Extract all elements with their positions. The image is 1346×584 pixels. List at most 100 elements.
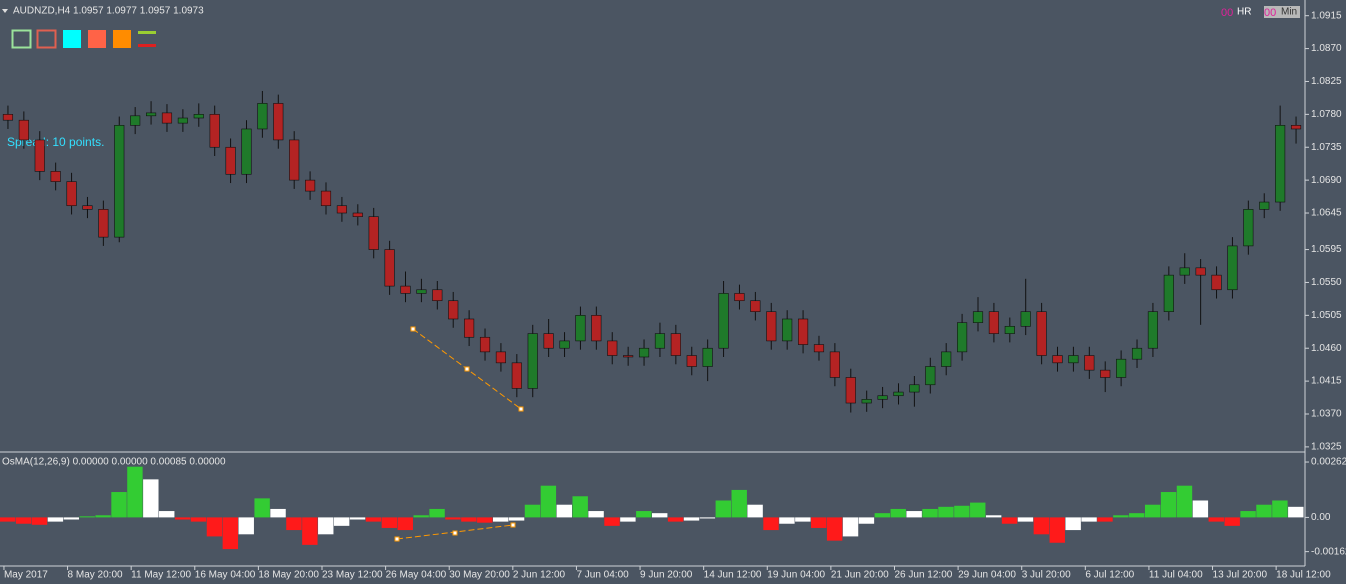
osma-bar — [1272, 500, 1288, 518]
osma-bar — [1081, 517, 1097, 522]
tool-square[interactable] — [63, 30, 81, 48]
candle-body — [925, 366, 936, 386]
x-tick-label: 16 May 04:00 — [195, 570, 256, 581]
tool-square[interactable] — [36, 29, 57, 49]
x-tick-label: 2 Jun 12:00 — [513, 570, 566, 581]
candle-body — [416, 289, 427, 294]
osma-bar — [302, 517, 318, 545]
osma-bar — [588, 511, 604, 518]
menu-arrow[interactable] — [2, 9, 8, 13]
candle-body — [813, 344, 825, 353]
osma-bar — [1033, 517, 1050, 535]
osma-bar — [318, 517, 334, 535]
candle-body — [988, 311, 999, 334]
candle-body — [289, 139, 300, 181]
candle-body — [575, 315, 586, 342]
osma-bar — [429, 508, 445, 518]
candle-body — [1179, 267, 1190, 276]
candle-body — [670, 333, 681, 356]
y-tick-label: 1.0870 — [1311, 43, 1342, 54]
x-tick-label: 18 Jul 12:00 — [1276, 570, 1331, 581]
x-tick-label: 19 Jun 04:00 — [767, 570, 825, 581]
osma-bar — [747, 504, 763, 518]
osma-bar — [445, 517, 461, 520]
x-tick-label: 18 May 20:00 — [258, 570, 319, 581]
x-tick-label: 6 Jul 12:00 — [1085, 570, 1134, 581]
minutes-value: 00 — [1264, 7, 1276, 19]
candle-body — [638, 347, 650, 358]
candle-body — [273, 103, 284, 141]
osma-bar — [333, 517, 350, 526]
candle-body — [400, 285, 411, 294]
osma-bar — [954, 505, 970, 518]
y-tick-label: 1.0460 — [1311, 343, 1342, 354]
tool-line[interactable] — [138, 44, 156, 47]
osma-bar — [938, 506, 954, 518]
tool-square[interactable] — [88, 30, 106, 48]
osma-bar — [95, 515, 111, 518]
osma-bar — [1288, 506, 1304, 518]
candle-body — [1243, 209, 1254, 247]
x-tick-label: 9 Jun 20:00 — [640, 570, 693, 581]
candle-body — [686, 355, 697, 367]
tool-square[interactable] — [11, 29, 32, 49]
candle-body — [623, 355, 634, 358]
x-tick-label: 26 Jun 12:00 — [894, 570, 952, 581]
candle-body — [1275, 125, 1286, 203]
osma-bar — [604, 517, 620, 526]
candle-body — [782, 318, 793, 342]
candle-body — [241, 128, 252, 175]
candle-body — [654, 333, 666, 349]
osma-bar — [779, 517, 795, 524]
candle-body — [146, 112, 157, 117]
tool-square[interactable] — [113, 30, 131, 48]
osma-bar — [620, 517, 636, 522]
osma-bar — [636, 511, 652, 518]
osma-bar — [1017, 517, 1034, 522]
osma-bar — [572, 496, 588, 518]
osma-bar — [699, 517, 716, 519]
osma-bar — [63, 517, 80, 520]
spread-label: Spread: 10 points. — [7, 135, 104, 149]
candle-body — [66, 181, 77, 207]
y-tick-label: 1.0780 — [1311, 109, 1342, 120]
osma-bar — [238, 517, 254, 535]
hours-label: HR — [1237, 7, 1251, 18]
candle-body — [320, 190, 332, 207]
osma-bar — [890, 508, 906, 518]
candle-body — [305, 179, 316, 192]
candle-body — [1084, 355, 1095, 371]
osma-bar — [31, 517, 48, 525]
osma-bar — [556, 504, 572, 518]
osma-bar — [47, 517, 64, 522]
osma-bar — [1176, 485, 1193, 518]
minutes-label: Min — [1281, 7, 1297, 18]
candle-body — [432, 289, 443, 302]
x-tick-label: 21 Jun 20:00 — [831, 570, 889, 581]
candle-body — [82, 205, 93, 210]
osma-bar — [540, 485, 557, 518]
candle-body — [845, 377, 856, 404]
candle-body — [352, 212, 363, 217]
candle-body — [257, 103, 268, 130]
y-tick-label: -0.00162 — [1311, 546, 1346, 557]
candle-body — [495, 351, 506, 364]
osma-bar — [1144, 504, 1161, 518]
x-tick-label: 30 May 20:00 — [449, 570, 510, 581]
candle-body — [829, 351, 840, 378]
candle-body — [448, 300, 459, 320]
osma-bar — [365, 517, 382, 522]
candle-body — [607, 340, 618, 356]
y-tick-label: 1.0915 — [1311, 10, 1342, 21]
candle-body — [50, 171, 61, 182]
osma-bar — [1097, 517, 1113, 522]
y-tick-label: 1.0735 — [1311, 142, 1342, 153]
candle-body — [1211, 274, 1222, 291]
osma-bar — [1192, 500, 1209, 518]
candle-body — [1259, 201, 1270, 210]
osma-bar — [524, 504, 541, 518]
hours-value: 00 — [1221, 7, 1233, 19]
tool-line[interactable] — [138, 31, 156, 34]
osma-bar — [667, 517, 684, 522]
osma-bar — [1049, 517, 1065, 543]
